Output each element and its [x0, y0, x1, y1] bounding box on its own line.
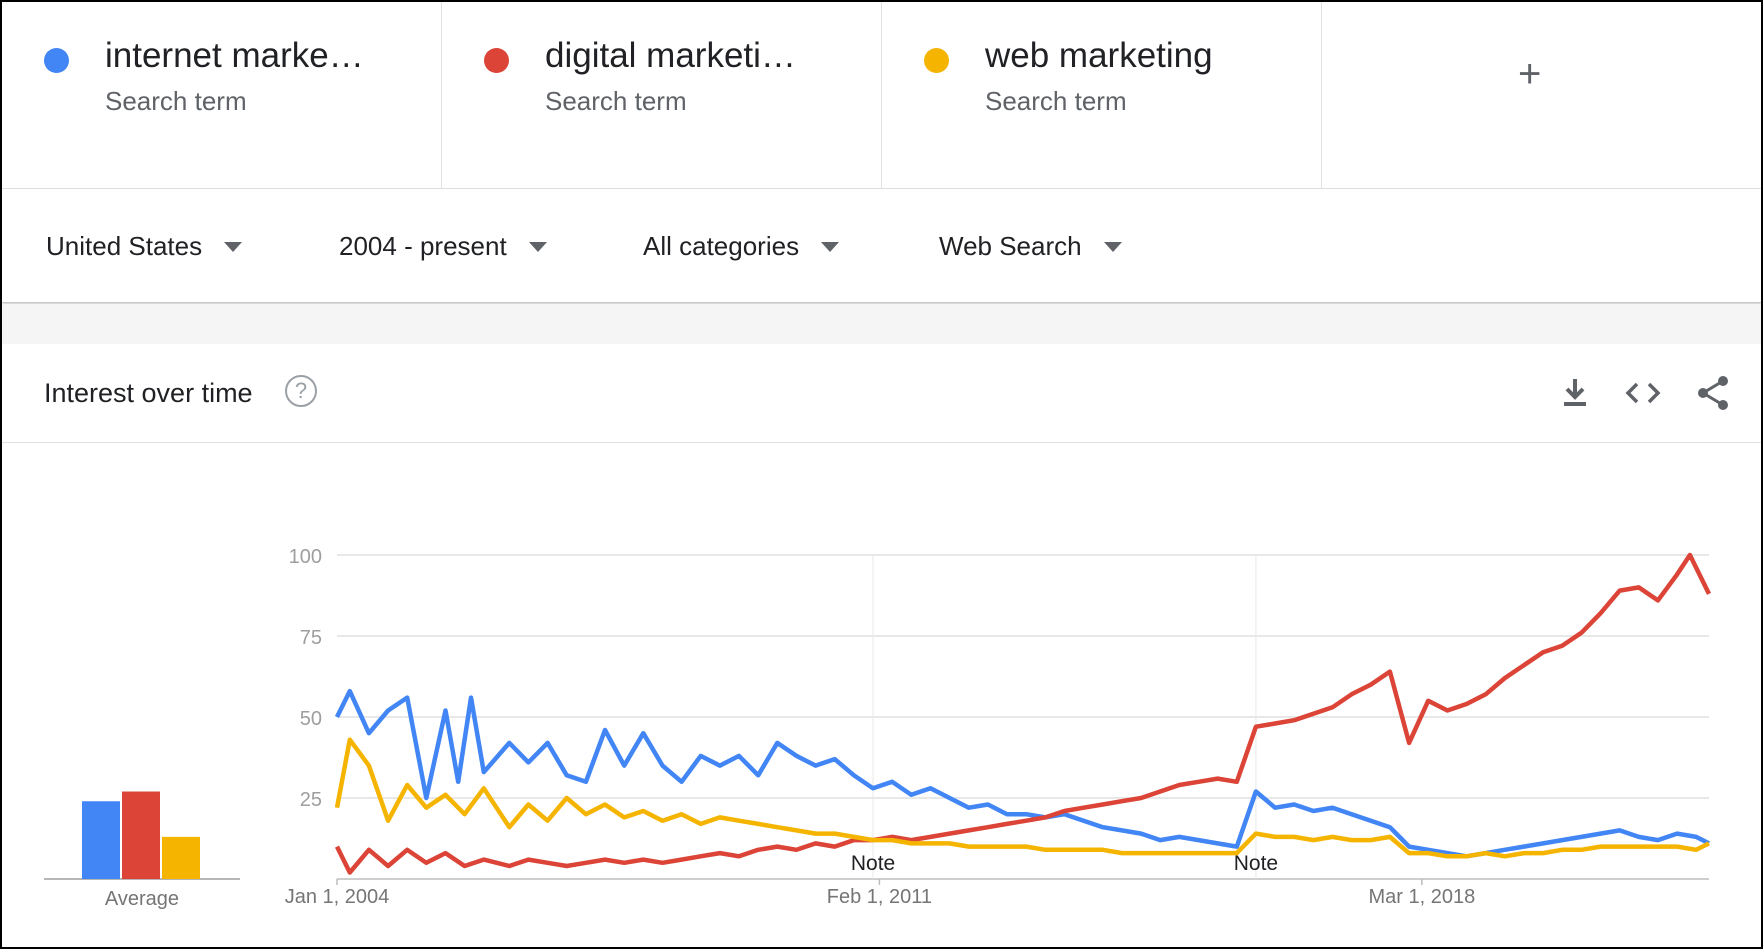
- interest-over-time-header: Interest over time ?: [2, 344, 1761, 443]
- category-dropdown[interactable]: All categories: [643, 231, 840, 262]
- term-3-color-dot: [924, 48, 949, 73]
- embed-icon[interactable]: [1624, 374, 1662, 412]
- series-line-2: [334, 552, 1712, 875]
- download-icon[interactable]: [1556, 374, 1594, 412]
- region-dropdown[interactable]: United States: [46, 231, 243, 262]
- search-term-2[interactable]: digital marketi… Search term: [442, 2, 882, 188]
- series-line-3: [334, 737, 1711, 859]
- share-icon[interactable]: [1694, 374, 1732, 412]
- term-2-label: digital marketi…: [545, 36, 796, 75]
- term-2-sublabel: Search term: [545, 86, 687, 116]
- average-bar-1: [82, 801, 120, 879]
- caret-down-icon: [1103, 241, 1122, 252]
- series-line-1: [334, 688, 1711, 859]
- search-type-label: Web Search: [939, 231, 1082, 261]
- x-tick-label: Jan 1, 2004: [285, 886, 390, 908]
- search-term-3[interactable]: web marketing Search term: [882, 2, 1322, 188]
- caret-down-icon: [528, 241, 547, 252]
- average-bar-2: [122, 791, 160, 879]
- search-term-1[interactable]: internet marke… Search term: [2, 2, 442, 188]
- average-bar-3: [162, 836, 200, 879]
- y-tick-label: 50: [300, 708, 322, 730]
- term-3-label: web marketing: [985, 36, 1213, 75]
- time-range-label: 2004 - present: [339, 231, 507, 261]
- term-2-color-dot: [484, 48, 509, 73]
- plus-icon: +: [1518, 52, 1542, 96]
- note-label: Note: [851, 852, 895, 875]
- caret-down-icon: [224, 241, 243, 252]
- caret-down-icon: [821, 241, 840, 252]
- term-1-label: internet marke…: [105, 36, 364, 75]
- help-icon[interactable]: ?: [285, 375, 317, 407]
- y-tick-label: 100: [289, 546, 322, 568]
- term-1-color-dot: [44, 48, 69, 73]
- search-terms-bar: internet marke… Search term digital mark…: [2, 2, 1761, 189]
- y-tick-label: 25: [300, 789, 322, 811]
- section-gap: [2, 304, 1761, 344]
- x-tick-label: Feb 1, 2011: [827, 886, 932, 908]
- term-3-sublabel: Search term: [985, 86, 1127, 116]
- category-label: All categories: [643, 231, 800, 261]
- x-tick-label: Mar 1, 2018: [1368, 886, 1475, 908]
- search-type-dropdown[interactable]: Web Search: [939, 231, 1122, 262]
- time-range-dropdown[interactable]: 2004 - present: [339, 231, 547, 262]
- add-comparison-button[interactable]: +: [1322, 2, 1761, 188]
- note-label: Note: [1234, 852, 1278, 875]
- y-tick-label: 75: [300, 627, 322, 649]
- average-label: Average: [105, 888, 179, 910]
- filter-bar: United States 2004 - present All categor…: [2, 189, 1761, 303]
- region-label: United States: [46, 231, 203, 261]
- card-title: Interest over time: [44, 378, 253, 408]
- term-1-sublabel: Search term: [105, 86, 247, 116]
